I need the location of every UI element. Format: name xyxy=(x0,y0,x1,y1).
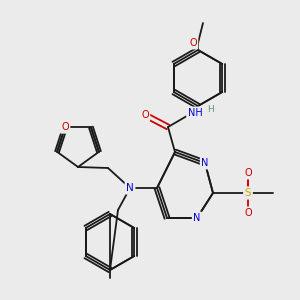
Text: O: O xyxy=(244,168,252,178)
Text: H: H xyxy=(207,106,213,115)
Text: S: S xyxy=(245,188,251,198)
Text: N: N xyxy=(126,183,134,193)
Text: O: O xyxy=(141,110,149,120)
Text: O: O xyxy=(189,38,197,48)
Text: N: N xyxy=(201,158,209,168)
Text: O: O xyxy=(61,122,69,132)
Text: NH: NH xyxy=(188,108,202,118)
Text: N: N xyxy=(193,213,201,223)
Text: O: O xyxy=(244,208,252,218)
